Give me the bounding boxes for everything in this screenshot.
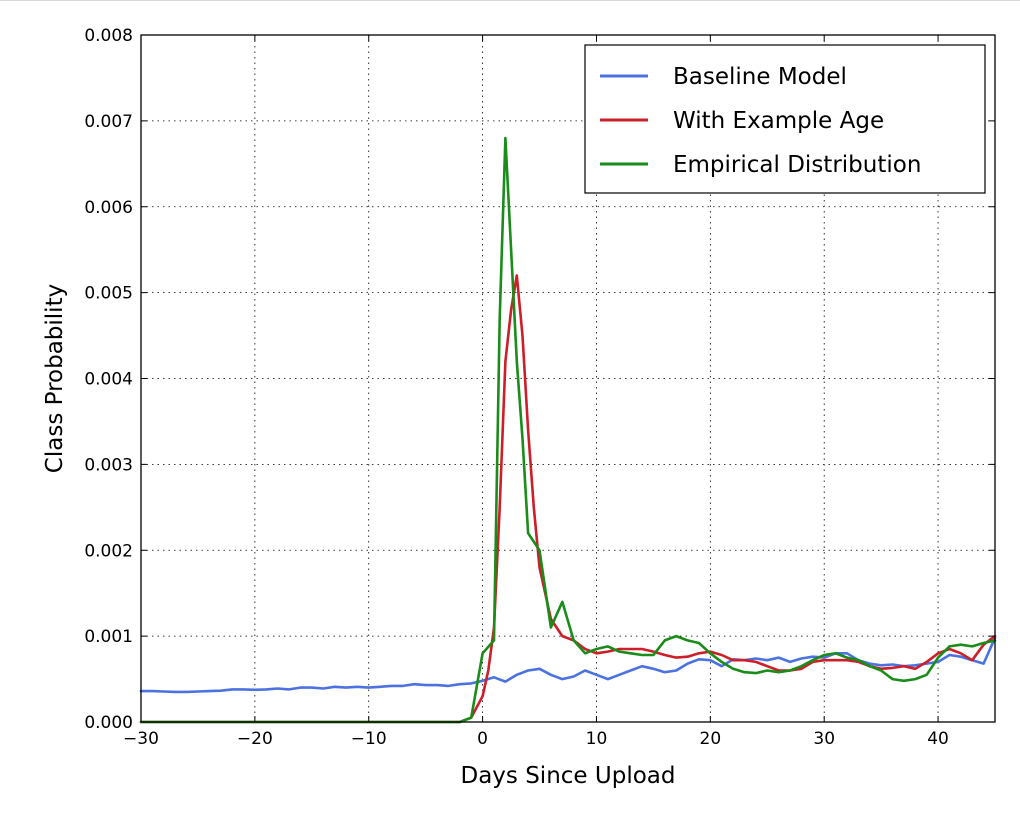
x-tick-label: −30 [123, 729, 159, 749]
x-tick-label: 40 [927, 729, 949, 749]
y-tick-label: 0.005 [84, 284, 133, 304]
y-tick-label: 0.007 [84, 112, 133, 132]
y-tick-label: 0.004 [84, 370, 133, 390]
y-tick-label: 0.002 [84, 541, 133, 561]
legend-box [584, 44, 986, 194]
y-axis-title: Class Probability [42, 284, 68, 473]
y-tick-label: 0.003 [84, 455, 133, 475]
y-tick-label: 0.008 [84, 26, 133, 46]
y-tick-label: 0.000 [84, 713, 133, 733]
y-tick-label: 0.001 [84, 627, 133, 647]
axis-ticks: −30 −20 −10 0 10 20 30 40 0.000 0.001 0.002 0.003 0.… [84, 26, 995, 749]
y-tick-label: 0.006 [84, 198, 133, 218]
x-tick-label: 10 [586, 729, 608, 749]
series-line-baseline-model [139, 636, 997, 694]
x-tick-label: 30 [813, 729, 835, 749]
x-tick-label: −10 [351, 729, 387, 749]
x-axis-title: Days Since Upload [461, 763, 676, 789]
grid-lines [141, 35, 995, 722]
top-divider [0, 0, 1020, 1]
series-lines [139, 136, 997, 724]
legend-label-empirical-distribution: Empirical Distribution [673, 152, 921, 178]
legend-label-baseline-model: Baseline Model [673, 64, 847, 90]
series-line-empirical-distribution [139, 136, 997, 724]
x-tick-label: 20 [700, 729, 722, 749]
x-tick-label: −20 [237, 729, 273, 749]
series-line-with-example-age [139, 274, 997, 724]
legend-label-with-example-age: With Example Age [673, 108, 884, 134]
x-tick-label: 0 [477, 729, 488, 749]
legend: Baseline Model With Example Age Empirica… [584, 44, 986, 194]
